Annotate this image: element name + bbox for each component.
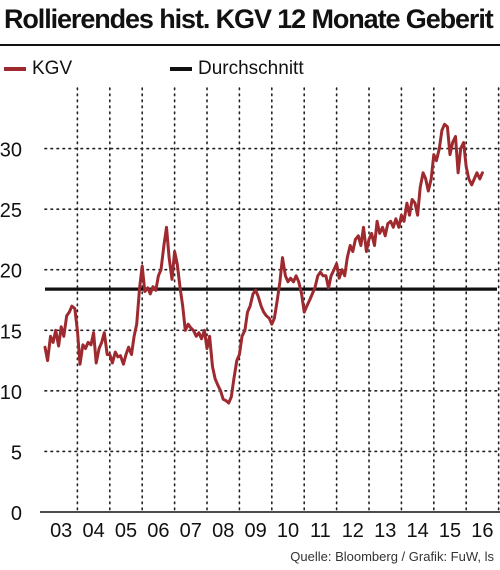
y-tick-label: 20 <box>0 261 22 283</box>
x-tick-label: 12 <box>342 520 364 542</box>
y-tick-label: 5 <box>11 442 22 464</box>
y-tick-label: 0 <box>11 503 22 525</box>
x-tick-label: 07 <box>180 520 202 542</box>
x-tick-label: 16 <box>471 520 493 542</box>
source-note: Quelle: Bloomberg / Grafik: FuW, ls <box>290 549 494 564</box>
x-tick-label: 03 <box>50 520 72 542</box>
x-tick-labels: 03 04 05 06 07 08 09 10 11 12 13 14 15 16 <box>50 520 493 542</box>
legend-item-durchschnitt: Durchschnitt <box>170 58 304 80</box>
y-tick-label: 25 <box>0 200 22 222</box>
chart-title: Rollierendes hist. KGV 12 Monate Geberit <box>4 4 494 34</box>
x-tick-label: 14 <box>406 520 428 542</box>
x-tick-label: 15 <box>439 520 461 542</box>
legend-label-durchschnitt: Durchschnitt <box>198 58 304 79</box>
y-tick-label: 15 <box>0 321 22 343</box>
legend-label-kgv: KGV <box>32 58 73 79</box>
y-tick-label: 10 <box>0 382 22 404</box>
title-divider <box>0 44 500 46</box>
series-line-kgv <box>43 122 484 405</box>
legend-swatch-kgv <box>4 67 26 71</box>
x-tick-label: 10 <box>277 520 299 542</box>
y-tick-label: 30 <box>0 140 22 162</box>
x-tick-label: 11 <box>310 520 331 542</box>
x-tick-label: 04 <box>82 520 104 542</box>
legend: KGV Durchschnitt <box>0 58 500 84</box>
x-tick-label: 06 <box>147 520 169 542</box>
legend-item-kgv: KGV <box>4 58 72 80</box>
series-layer <box>43 122 497 405</box>
gridlines <box>44 87 500 513</box>
x-tick-label: 13 <box>374 520 396 542</box>
x-tick-label: 05 <box>115 520 137 542</box>
y-tick-labels: 0 5 10 15 20 25 30 <box>0 140 22 525</box>
legend-swatch-durchschnitt <box>170 67 192 71</box>
x-tick-label: 08 <box>212 520 234 542</box>
x-tick-label: 09 <box>244 520 266 542</box>
